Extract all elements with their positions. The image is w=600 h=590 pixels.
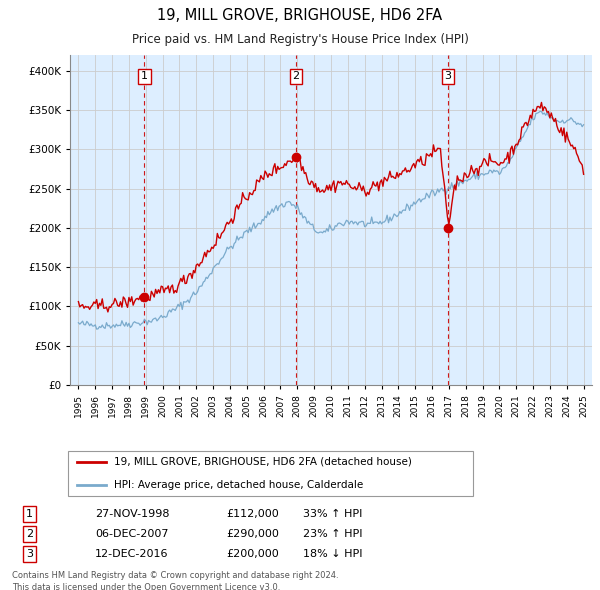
Text: £112,000: £112,000 [226, 509, 279, 519]
Text: £290,000: £290,000 [226, 529, 279, 539]
Text: 12-DEC-2016: 12-DEC-2016 [95, 549, 169, 559]
Text: 2: 2 [293, 71, 300, 81]
Text: 19, MILL GROVE, BRIGHOUSE, HD6 2FA: 19, MILL GROVE, BRIGHOUSE, HD6 2FA [157, 8, 443, 23]
Text: 2: 2 [26, 529, 34, 539]
Text: Price paid vs. HM Land Registry's House Price Index (HPI): Price paid vs. HM Land Registry's House … [131, 33, 469, 46]
Text: Contains HM Land Registry data © Crown copyright and database right 2024.: Contains HM Land Registry data © Crown c… [12, 571, 338, 581]
Text: 1: 1 [26, 509, 33, 519]
Text: 18% ↓ HPI: 18% ↓ HPI [303, 549, 362, 559]
Text: £200,000: £200,000 [226, 549, 279, 559]
Text: HPI: Average price, detached house, Calderdale: HPI: Average price, detached house, Cald… [114, 480, 364, 490]
Text: 3: 3 [26, 549, 33, 559]
Text: 1: 1 [141, 71, 148, 81]
Text: 33% ↑ HPI: 33% ↑ HPI [303, 509, 362, 519]
Text: This data is licensed under the Open Government Licence v3.0.: This data is licensed under the Open Gov… [12, 582, 280, 590]
Text: 06-DEC-2007: 06-DEC-2007 [95, 529, 169, 539]
Text: 3: 3 [445, 71, 452, 81]
Text: 19, MILL GROVE, BRIGHOUSE, HD6 2FA (detached house): 19, MILL GROVE, BRIGHOUSE, HD6 2FA (deta… [114, 457, 412, 467]
Text: 27-NOV-1998: 27-NOV-1998 [95, 509, 170, 519]
Text: 23% ↑ HPI: 23% ↑ HPI [303, 529, 362, 539]
